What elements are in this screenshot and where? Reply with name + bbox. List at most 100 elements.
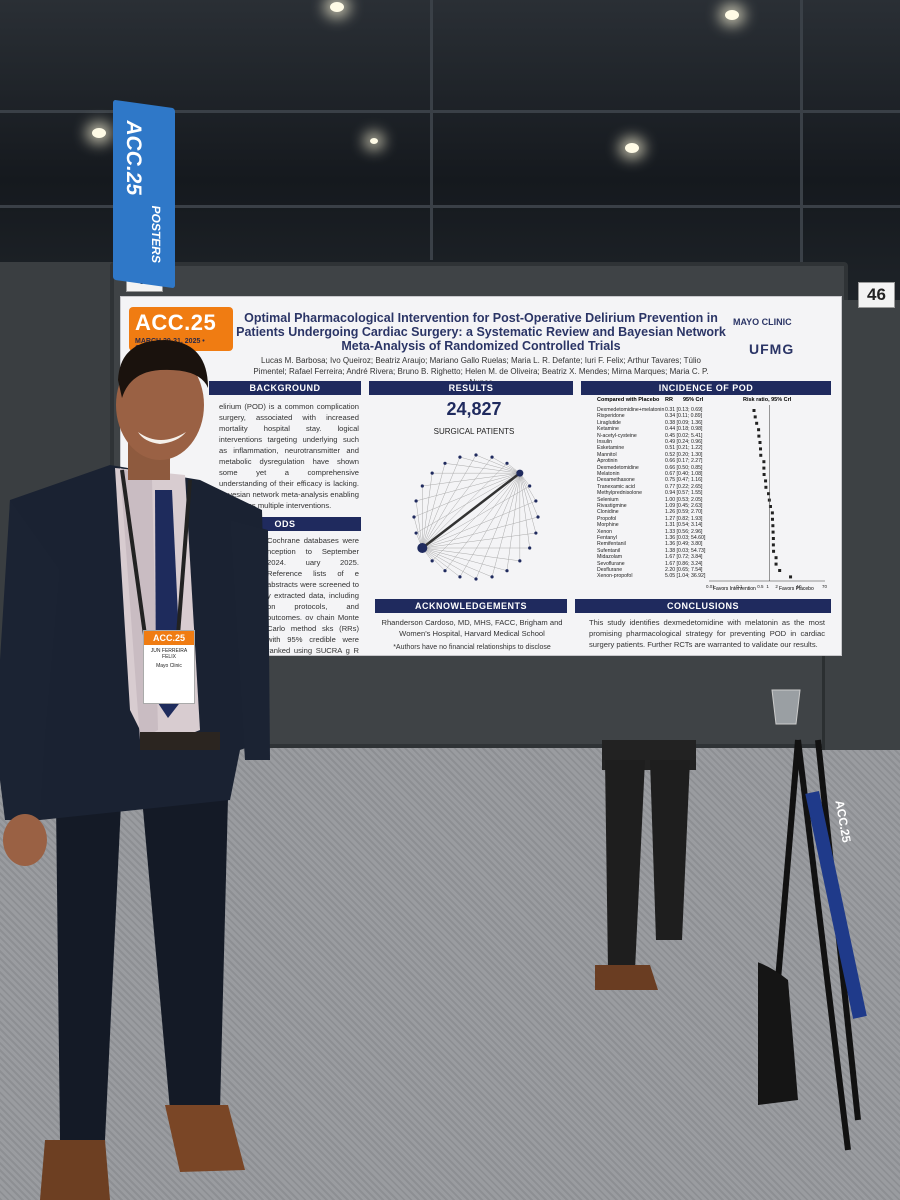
forest-point bbox=[762, 473, 766, 476]
results-number: 24,827 bbox=[446, 399, 502, 419]
forest-row: Propofol 1.27 [0.82; 1.93] bbox=[583, 516, 831, 523]
forest-row: Midazolam 1.67 [0.72; 3.84] bbox=[583, 554, 831, 561]
network-node bbox=[430, 559, 434, 563]
network-edge bbox=[491, 473, 521, 577]
forest-row: Liraglutide 0.38 [0.09; 1.36] bbox=[583, 420, 831, 427]
network-edge bbox=[475, 473, 521, 580]
name-badge: ACC.25 JUN FERREIRA FELIX Mayo Clinic bbox=[143, 630, 195, 704]
network-node bbox=[430, 471, 434, 475]
forest-point bbox=[764, 479, 768, 483]
network-node bbox=[534, 499, 538, 503]
visitor-legs bbox=[595, 740, 696, 990]
forest-row-name: Ketamine bbox=[597, 426, 619, 433]
network-node bbox=[474, 577, 478, 581]
forest-point bbox=[768, 505, 772, 508]
badge-header: ACC.25 bbox=[144, 631, 194, 645]
forest-row-value: 0.44 [0.18; 0.98] bbox=[665, 426, 703, 433]
presenter-person bbox=[0, 340, 270, 1200]
badge-name: JUN FERREIRA FELIX bbox=[150, 648, 188, 660]
forest-point bbox=[752, 409, 756, 412]
forest-row-name: Liraglutide bbox=[597, 419, 621, 426]
network-node bbox=[490, 455, 494, 459]
forest-row-name: Xenon-propofol bbox=[597, 573, 633, 580]
forest-row: Fentanyl 1.36 [0.03; 54.60] bbox=[583, 535, 831, 542]
results-heading: RESULTS bbox=[369, 381, 573, 395]
background-text: elirium (POD) is a common complication s… bbox=[219, 402, 359, 510]
forest-favors-placebo: Favors Placebo bbox=[779, 586, 814, 592]
forest-row: Sevoflurane 1.67 [0.86; 3.24] bbox=[583, 561, 831, 568]
network-edge bbox=[422, 454, 477, 549]
network-edge bbox=[444, 473, 521, 571]
network-node bbox=[536, 515, 540, 519]
forest-row-value: 1.09 [0.45; 2.63] bbox=[665, 503, 703, 509]
background-heading: BACKGROUND bbox=[209, 381, 361, 395]
forest-row-value: 1.27 [0.82; 1.93] bbox=[665, 515, 703, 522]
network-node bbox=[474, 453, 478, 457]
network-node bbox=[458, 455, 462, 459]
forest-row-value: 0.34 [0.11; 0.89] bbox=[665, 413, 703, 420]
network-edge bbox=[413, 516, 423, 549]
ceiling-light bbox=[92, 128, 106, 138]
forest-point bbox=[753, 415, 757, 419]
forest-row-value: 0.45 [0.02; 5.41] bbox=[665, 432, 703, 439]
methods-text: Cochrane databases were nception to Sept… bbox=[267, 536, 359, 655]
forest-col-comparator: Compared with Placebo bbox=[597, 397, 660, 403]
network-node bbox=[505, 569, 509, 573]
forest-row: Selenium 1.00 [0.53; 2.05] bbox=[583, 497, 831, 504]
ceiling-light bbox=[725, 10, 739, 20]
network-node bbox=[518, 559, 522, 563]
forest-point bbox=[757, 428, 761, 432]
forest-point bbox=[771, 543, 775, 547]
network-edge bbox=[459, 473, 521, 578]
network-node bbox=[443, 569, 447, 573]
forest-point bbox=[770, 517, 774, 521]
forest-row-name: Midazolam bbox=[597, 554, 623, 561]
sign-sub-text: POSTERS bbox=[149, 204, 163, 265]
forest-col-risk-ratio: Risk ratio, 95% CrI bbox=[743, 397, 792, 403]
forest-row: Morphine 1.31 [0.54; 3.14] bbox=[583, 522, 831, 529]
forest-row-value: 1.33 [0.56; 2.96] bbox=[665, 528, 703, 535]
forest-row: Ketamine 0.44 [0.18; 0.98] bbox=[583, 426, 831, 433]
network-node bbox=[516, 469, 524, 477]
forest-row-name: Selenium bbox=[597, 496, 619, 503]
network-edge bbox=[421, 472, 521, 549]
network-node bbox=[414, 531, 418, 535]
forest-row-name: Esketamine bbox=[597, 445, 625, 452]
network-edge bbox=[422, 532, 536, 549]
forest-row: N-acetyl-cysteine 0.45 [0.02; 5.41] bbox=[583, 433, 831, 440]
forest-col-rr: RR bbox=[665, 397, 673, 403]
network-edge bbox=[519, 473, 537, 502]
forest-row-value: 0.49 [0.24; 0.96] bbox=[665, 439, 703, 445]
forest-axis-tick: 0.01 bbox=[706, 584, 715, 589]
forest-row-value: 5.05 [1.04; 36.92] bbox=[665, 573, 706, 580]
ceiling-truss bbox=[0, 205, 900, 208]
forest-row-value: 0.94 [0.57; 1.55] bbox=[665, 490, 703, 497]
ceiling-light bbox=[330, 2, 344, 12]
forest-plot: Compared with Placebo RR 95% CrI Risk ra… bbox=[583, 397, 831, 592]
network-edge bbox=[422, 516, 539, 549]
forest-row-value: 1.36 [0.03; 54.60] bbox=[665, 535, 706, 541]
forest-row: Rivastigmine 1.09 [0.45; 2.63] bbox=[583, 503, 831, 510]
network-plot bbox=[412, 453, 540, 581]
network-edge bbox=[416, 472, 520, 502]
network-edge bbox=[422, 472, 520, 487]
forest-row-value: 2.20 [0.65; 7.54] bbox=[665, 567, 703, 573]
forest-axis-tick: 0.5 bbox=[757, 584, 764, 589]
forest-point bbox=[759, 453, 763, 457]
forest-point bbox=[755, 421, 759, 425]
forest-row-name: Mannitol bbox=[597, 451, 617, 458]
forest-row: Sufentanil 1.38 [0.03; 54.73] bbox=[583, 548, 831, 555]
forest-row: Tranexamic acid 0.77 [0.22; 2.65] bbox=[583, 484, 831, 491]
forest-axis-tick: 10 bbox=[797, 584, 803, 589]
forest-row-name: Insulin bbox=[597, 439, 612, 445]
forest-point bbox=[774, 556, 778, 560]
acknowledgements-text: Rhanderson Cardoso, MD, MHS, FACC, Brigh… bbox=[381, 618, 563, 638]
forest-row-value: 0.67 [0.40; 1.08] bbox=[665, 471, 703, 477]
forest-row: Mannitol 0.52 [0.20; 1.30] bbox=[583, 452, 831, 459]
ceiling-light bbox=[370, 138, 378, 144]
forest-row-name: Dexmedetomidine bbox=[597, 464, 639, 471]
network-edge bbox=[422, 547, 508, 571]
forest-row-value: 1.38 [0.03; 54.73] bbox=[665, 547, 706, 554]
easel-stand bbox=[758, 739, 867, 1151]
forest-row-value: 0.66 [0.50; 0.85] bbox=[665, 464, 703, 471]
